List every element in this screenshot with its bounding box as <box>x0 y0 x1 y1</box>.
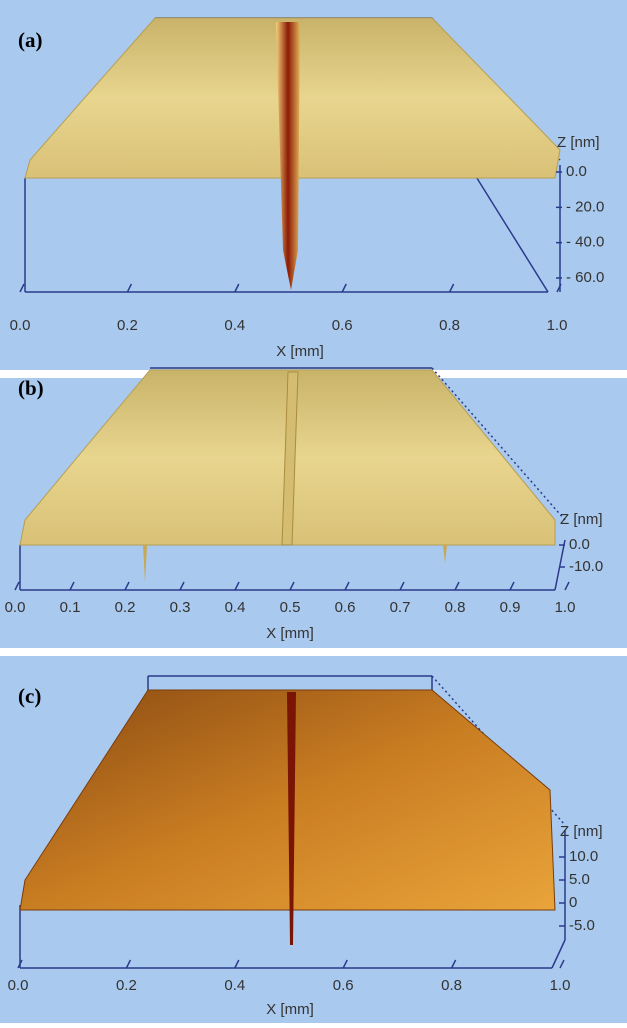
x-tick-label: 0.2 <box>117 317 138 334</box>
z-tick-label: - 20.0 <box>566 198 604 215</box>
z-tick-label: 5.0 <box>569 871 590 888</box>
x-tick-label: 0.9 <box>500 599 521 616</box>
x-tick-label: 0.0 <box>5 599 26 616</box>
figure: (a) X [mm] Z [nm] 0.0 0.2 0.4 0.6 0.8 1.0 0.0 - 20… <box>0 0 627 1023</box>
z-tick-label: - 40.0 <box>566 234 604 251</box>
x-tick-label: 0.2 <box>116 977 137 994</box>
z-tick-label: -10.0 <box>569 558 603 575</box>
z-tick-label: 0.0 <box>569 536 590 553</box>
x-tick-label: 0.8 <box>441 977 462 994</box>
x-tick-label: 0.8 <box>445 599 466 616</box>
x-axis-label: X [mm] <box>266 1001 314 1018</box>
x-tick-label: 0.3 <box>170 599 191 616</box>
x-tick-label: 0.6 <box>335 599 356 616</box>
x-tick-label: 0.8 <box>439 317 460 334</box>
panel-label: (a) <box>18 28 43 52</box>
panel-label: (b) <box>18 376 44 400</box>
z-tick-label: - 60.0 <box>566 269 604 286</box>
x-tick-label: 0.0 <box>10 317 31 334</box>
x-tick-label: 0.6 <box>332 317 353 334</box>
x-tick-label: 1.0 <box>555 599 576 616</box>
z-tick-label: -5.0 <box>569 917 595 934</box>
x-tick-label: 0.5 <box>280 599 301 616</box>
z-axis-label: Z [nm] <box>557 134 600 151</box>
x-tick-label: 0.7 <box>390 599 411 616</box>
x-axis-label: X [mm] <box>266 625 314 642</box>
z-axis-label: Z [nm] <box>560 511 603 528</box>
x-tick-label: 0.4 <box>224 977 245 994</box>
z-axis-label: Z [nm] <box>560 823 603 840</box>
x-tick-label: 0.2 <box>115 599 136 616</box>
x-tick-label: 0.4 <box>225 599 246 616</box>
z-tick-label: 0.0 <box>566 163 587 180</box>
x-tick-label: 0.4 <box>224 317 245 334</box>
x-axis-label: X [mm] <box>276 343 324 360</box>
x-tick-label: 1.0 <box>547 317 568 334</box>
z-tick-label: 0 <box>569 894 577 911</box>
x-tick-label: 0.1 <box>60 599 81 616</box>
x-tick-label: 0.0 <box>8 977 29 994</box>
panel-label: (c) <box>18 684 41 708</box>
z-tick-label: 10.0 <box>569 848 598 865</box>
x-tick-label: 1.0 <box>550 977 571 994</box>
x-tick-label: 0.6 <box>333 977 354 994</box>
